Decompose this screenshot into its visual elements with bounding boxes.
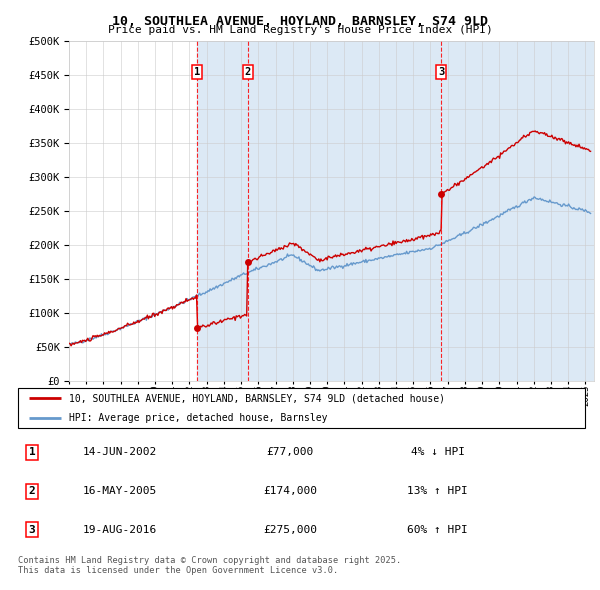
Text: 10, SOUTHLEA AVENUE, HOYLAND, BARNSLEY, S74 9LD (detached house): 10, SOUTHLEA AVENUE, HOYLAND, BARNSLEY, … (69, 394, 445, 404)
Text: 2: 2 (244, 67, 251, 77)
Text: £77,000: £77,000 (266, 447, 314, 457)
FancyBboxPatch shape (18, 388, 585, 428)
Text: Contains HM Land Registry data © Crown copyright and database right 2025.: Contains HM Land Registry data © Crown c… (18, 556, 401, 565)
Bar (248, 41, 442, 381)
Text: 13% ↑ HPI: 13% ↑ HPI (407, 486, 468, 496)
Text: 1: 1 (29, 447, 35, 457)
Text: 4% ↓ HPI: 4% ↓ HPI (410, 447, 464, 457)
Text: 2: 2 (29, 486, 35, 496)
Text: 16-MAY-2005: 16-MAY-2005 (83, 486, 157, 496)
Text: 19-AUG-2016: 19-AUG-2016 (83, 525, 157, 535)
Text: 1: 1 (194, 67, 200, 77)
Text: 14-JUN-2002: 14-JUN-2002 (83, 447, 157, 457)
Text: Price paid vs. HM Land Registry's House Price Index (HPI): Price paid vs. HM Land Registry's House … (107, 25, 493, 35)
Text: £275,000: £275,000 (263, 525, 317, 535)
Text: 3: 3 (29, 525, 35, 535)
Text: 60% ↑ HPI: 60% ↑ HPI (407, 525, 468, 535)
Text: 3: 3 (438, 67, 445, 77)
Bar (442, 41, 594, 381)
Text: This data is licensed under the Open Government Licence v3.0.: This data is licensed under the Open Gov… (18, 566, 338, 575)
Bar (197, 41, 247, 381)
Text: 10, SOUTHLEA AVENUE, HOYLAND, BARNSLEY, S74 9LD: 10, SOUTHLEA AVENUE, HOYLAND, BARNSLEY, … (112, 15, 488, 28)
Text: £174,000: £174,000 (263, 486, 317, 496)
Text: HPI: Average price, detached house, Barnsley: HPI: Average price, detached house, Barn… (69, 413, 328, 422)
